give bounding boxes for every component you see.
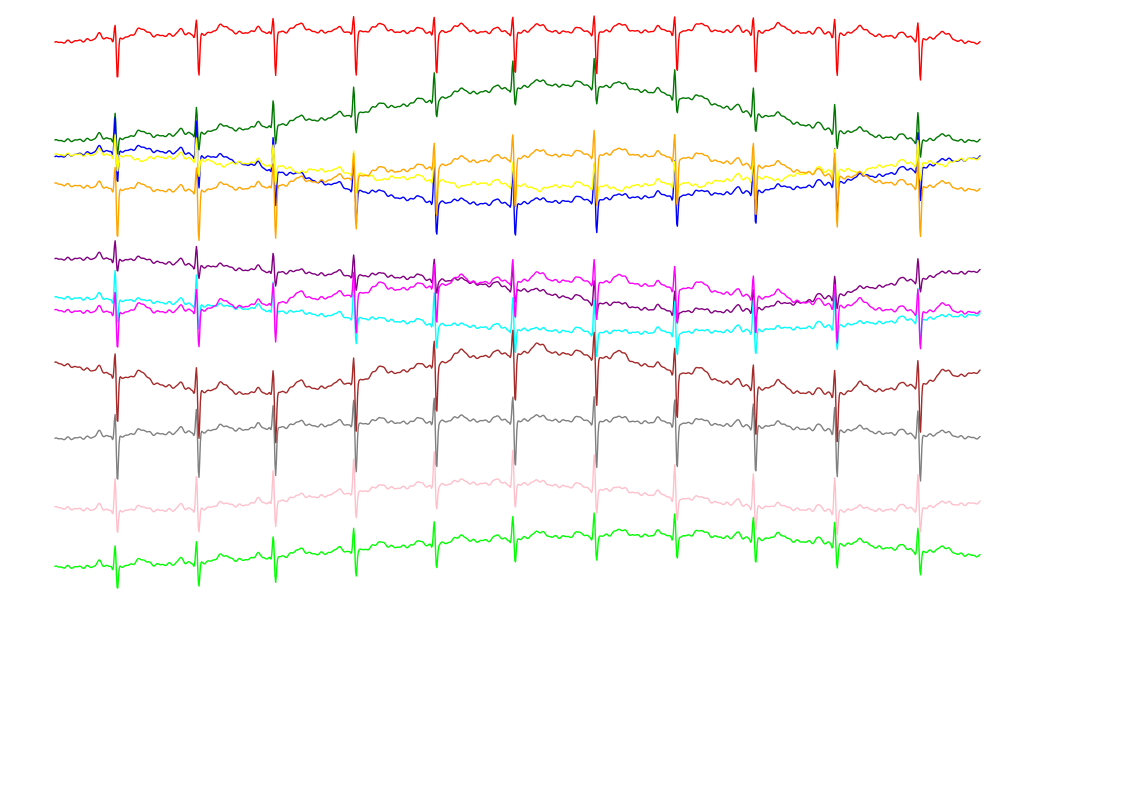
ecg-trace-9: [54, 329, 981, 444]
ecg-trace-2: [54, 57, 981, 158]
ecg-trace-7: [54, 269, 981, 357]
ecg-trace-1: [54, 15, 981, 81]
ecg-trace-6: [54, 240, 981, 324]
ecg-trace-12: [54, 512, 981, 589]
ecg-trace-8: [54, 258, 981, 350]
ecg-trace-3: [54, 117, 981, 236]
ecg-trace-11: [54, 449, 981, 536]
ecg-trace-4: [54, 134, 981, 205]
ecg-traces: [54, 15, 981, 589]
ecg-trace-10: [54, 396, 981, 482]
ecg-trace-5: [54, 129, 981, 242]
